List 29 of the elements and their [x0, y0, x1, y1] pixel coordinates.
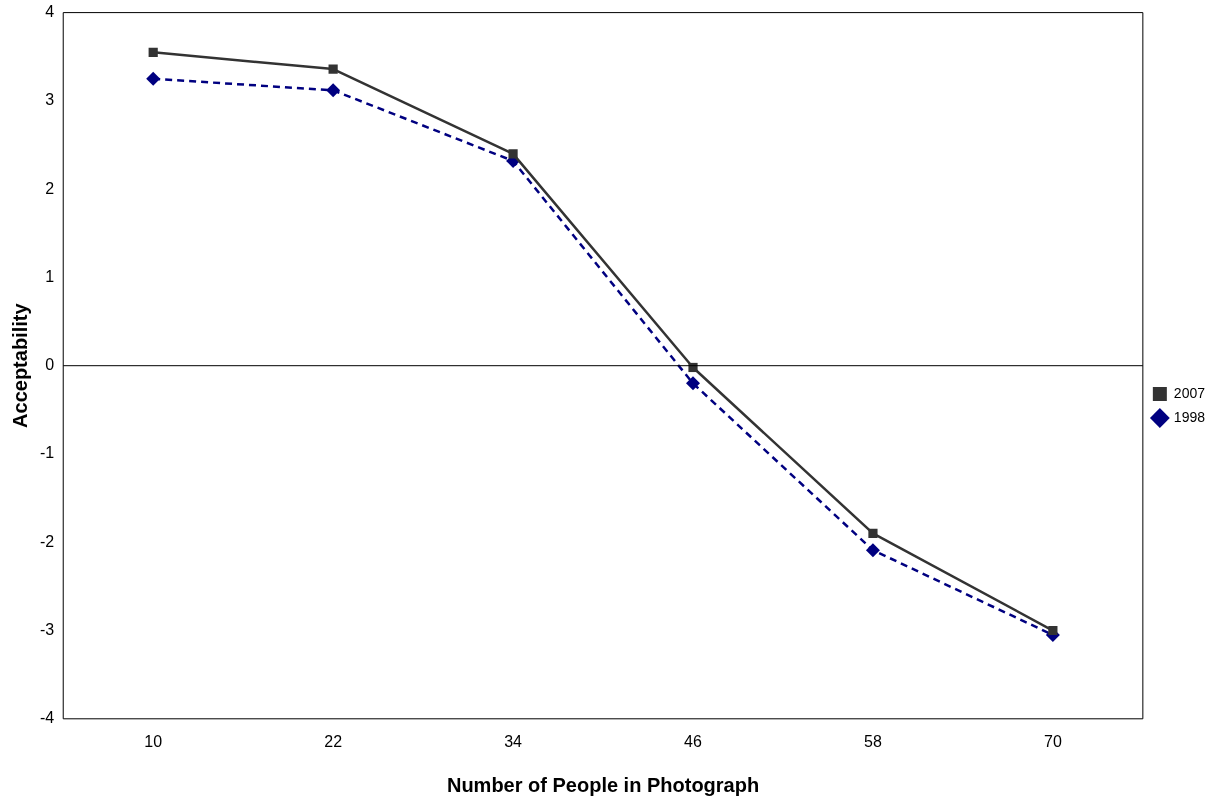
- y-tick-label: -3: [39, 620, 55, 638]
- x-tick-label: 34: [504, 732, 523, 750]
- x-tick-label: 22: [324, 732, 343, 750]
- y-tick-label: 2: [45, 179, 55, 197]
- x-tick-label: 46: [684, 732, 703, 750]
- point: [865, 543, 880, 558]
- point: [1048, 625, 1058, 636]
- point: [686, 376, 701, 391]
- point: [326, 83, 341, 98]
- point: [146, 71, 161, 86]
- point: [868, 528, 878, 539]
- y-tick-label: -2: [39, 532, 55, 550]
- x-tick-label: 10: [144, 732, 163, 750]
- point: [148, 47, 158, 57]
- legend-label: 2007: [1173, 384, 1206, 401]
- y-tick-label: 0: [45, 356, 55, 374]
- y-tick-label: 1: [45, 267, 55, 285]
- point: [688, 362, 698, 373]
- x-tick-label: 70: [1043, 732, 1062, 750]
- y-tick-label: -1: [39, 444, 55, 462]
- y-tick-label: 4: [45, 3, 55, 21]
- y-tick-label: 3: [45, 91, 55, 109]
- legend-label: 1998: [1173, 408, 1206, 425]
- point: [328, 64, 338, 74]
- x-axis-title: Number of People in Photograph: [446, 773, 760, 796]
- y-axis-title: Acceptability: [8, 302, 31, 428]
- x-tick-label: 58: [864, 732, 882, 750]
- y-tick-label: -4: [39, 709, 55, 727]
- point: [508, 149, 518, 159]
